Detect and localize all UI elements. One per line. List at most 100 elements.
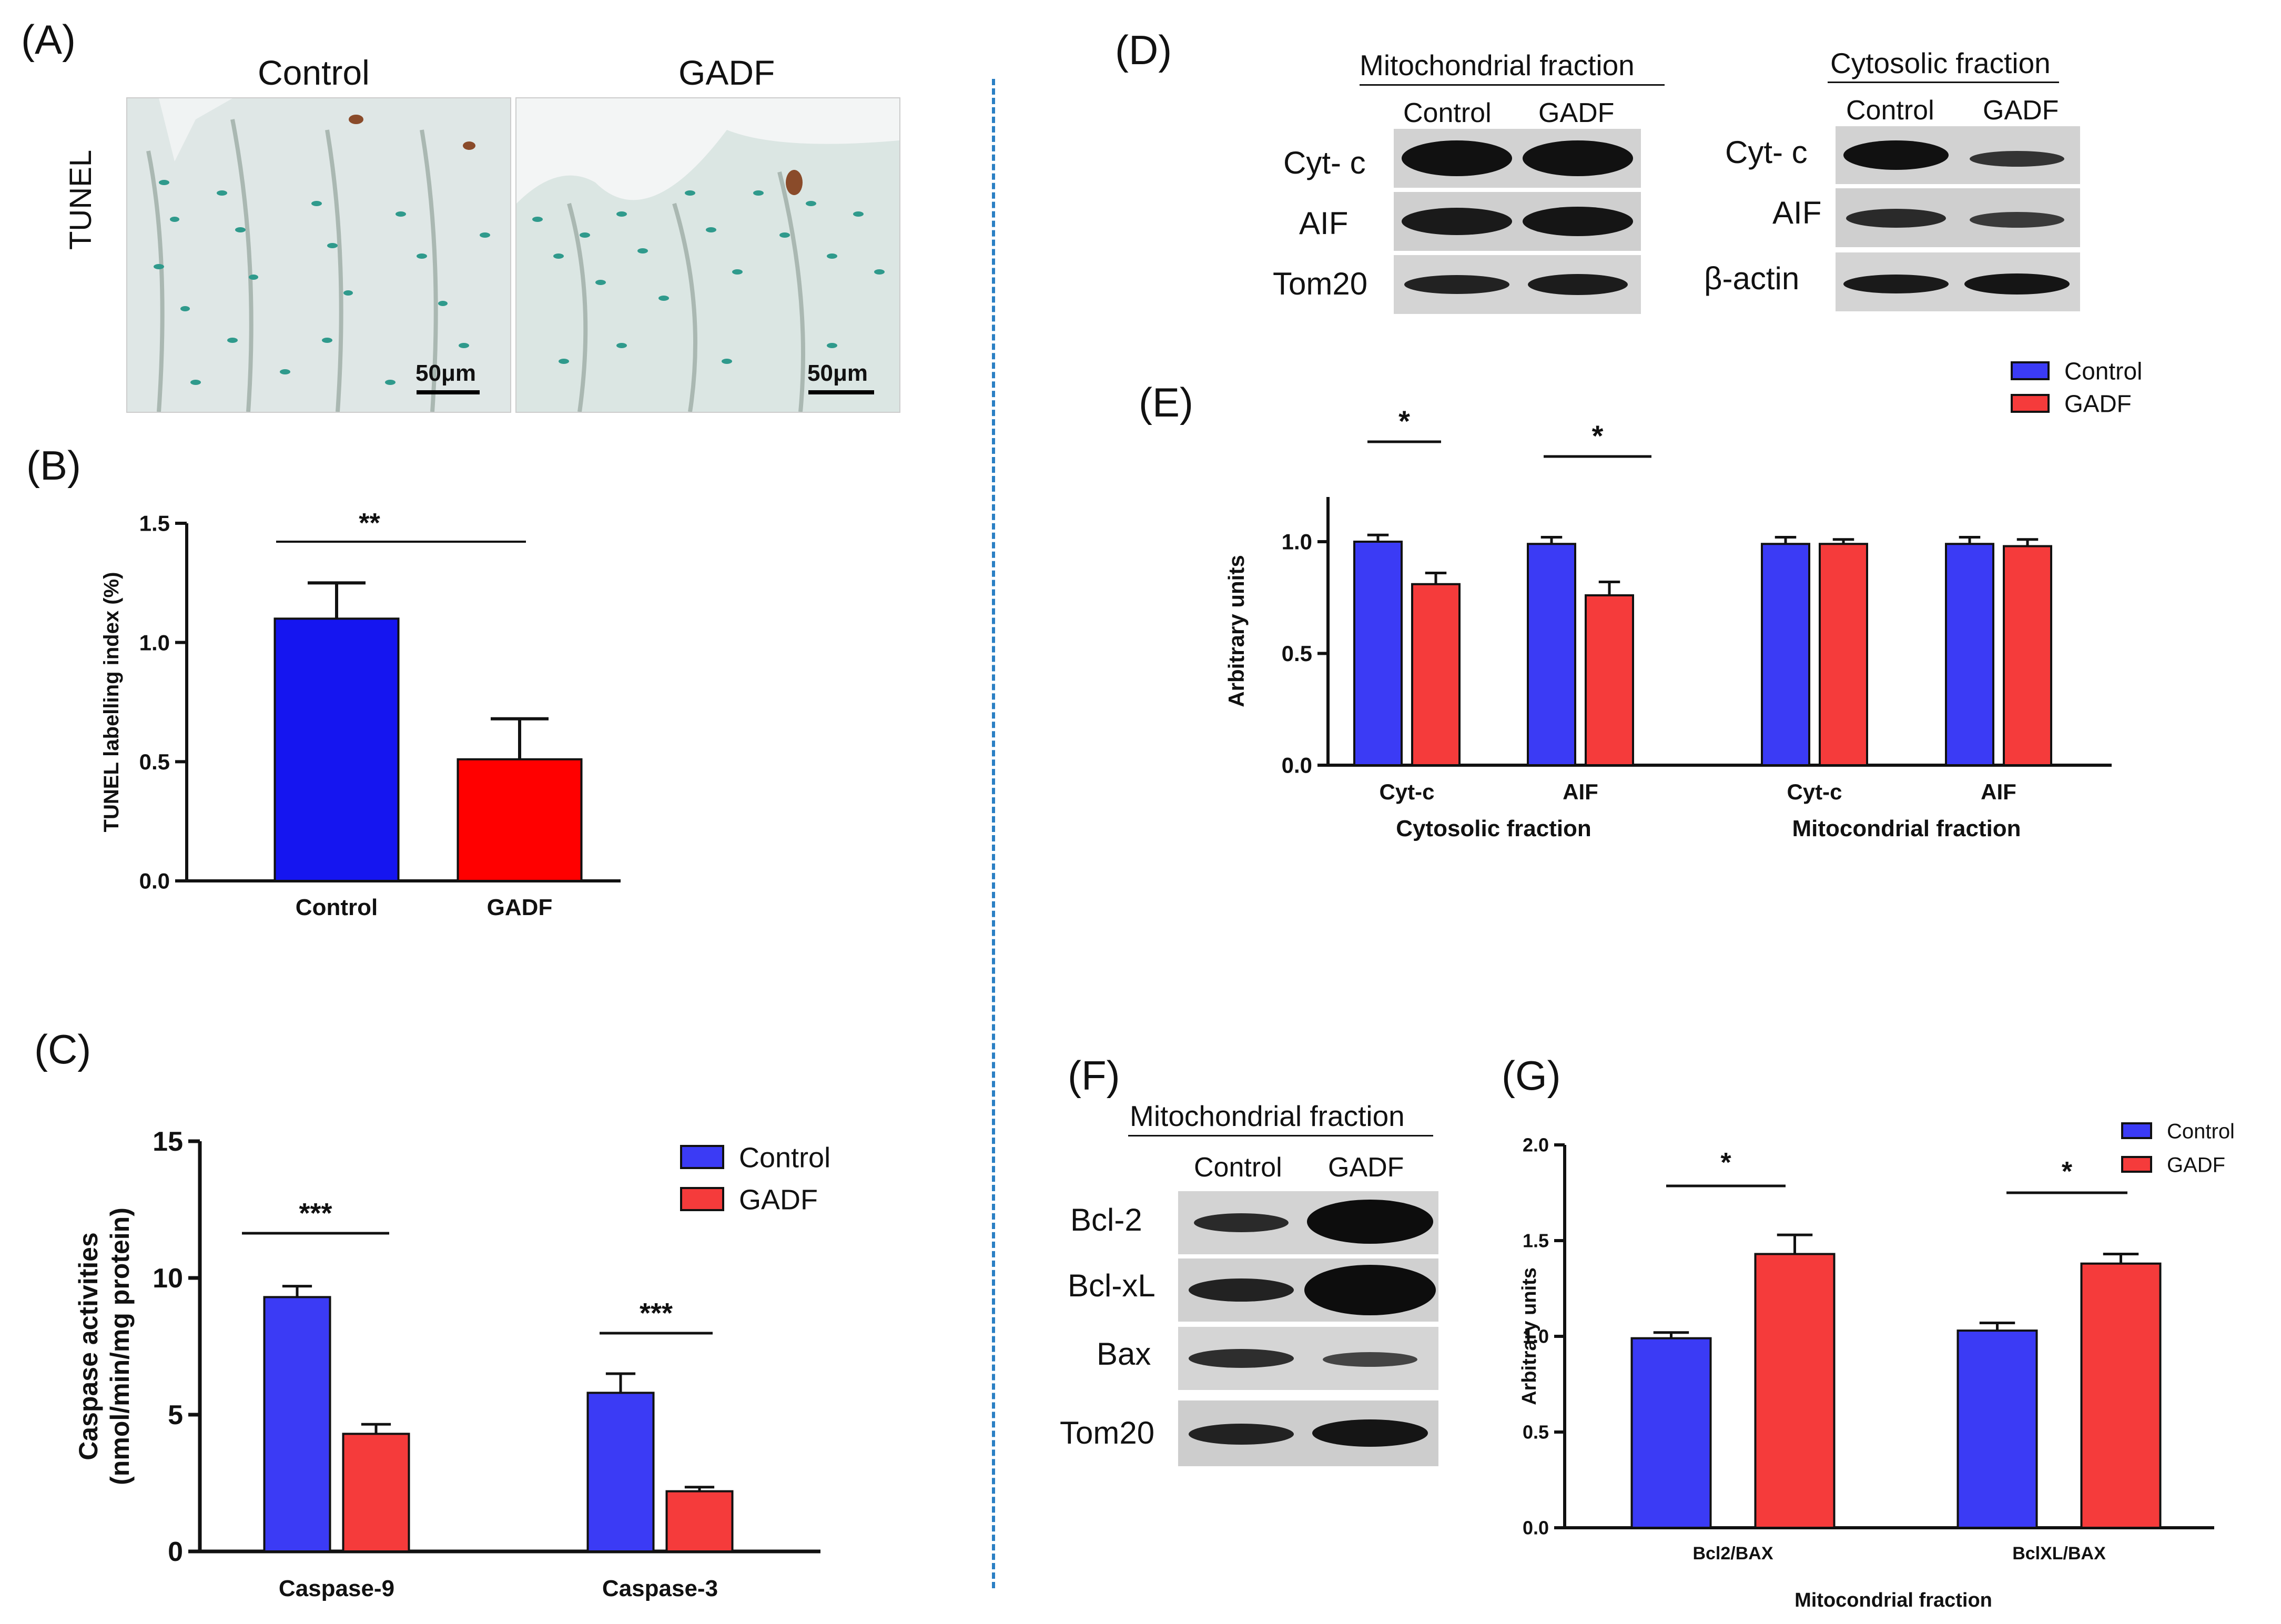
chart-c-y-tick-label: 10 bbox=[153, 1263, 183, 1294]
chart-e-x-tick-label: AIF bbox=[1563, 779, 1598, 804]
panel-d-cyto-row-bactin: β-actin bbox=[1704, 261, 1800, 296]
chart-e-x-tick-label: Cyt-c bbox=[1787, 779, 1842, 804]
chart-b-x-tick-label: GADF bbox=[487, 895, 553, 920]
band-f-tom20-control bbox=[1189, 1424, 1294, 1445]
band-f-bclxl-control bbox=[1189, 1278, 1294, 1302]
blot-f bbox=[1178, 1191, 1438, 1466]
chart-g-y-tick-label: 1.0 bbox=[1523, 1326, 1549, 1347]
band-f-bclxl-gadf bbox=[1304, 1265, 1436, 1315]
chart-b-y-axis-label: TUNEL labelling index (%) bbox=[100, 572, 123, 833]
band-f-bax-control bbox=[1189, 1349, 1294, 1368]
panel-f-row-bcl2: Bcl-2 bbox=[1070, 1202, 1142, 1237]
micrograph-gadf-image bbox=[516, 98, 899, 412]
chart-c-bar-control bbox=[263, 1296, 331, 1552]
band-mito-cytc-gadf bbox=[1523, 140, 1633, 176]
panel-d-mito-row-cytc: Cyt- c bbox=[1283, 145, 1366, 180]
chart-e-bar-gadf bbox=[1585, 594, 1634, 766]
chart-e-significance-label: * bbox=[1592, 419, 1604, 452]
chart-b-significance-label: ** bbox=[359, 508, 380, 539]
chart-g-bar-gadf bbox=[2080, 1262, 2162, 1529]
panel-f-underline bbox=[1128, 1135, 1433, 1136]
band-mito-cytc-control bbox=[1402, 140, 1512, 176]
panel-d-mito-underline bbox=[1360, 84, 1665, 86]
chart-g-significance-label: * bbox=[1720, 1148, 1731, 1178]
chart-g-y-tick-label: 0.5 bbox=[1523, 1422, 1549, 1443]
chart-c-legend-swatch-control bbox=[680, 1145, 724, 1169]
chart-g-legend-label-control: Control bbox=[2167, 1120, 2235, 1143]
chart-g-x-tick-label: Bcl2/BAX bbox=[1692, 1544, 1773, 1564]
band-cyto-bactin-control bbox=[1843, 275, 1949, 293]
micrograph-control: 50μm bbox=[126, 97, 511, 413]
blot-d-cyto bbox=[1836, 126, 2080, 311]
chart-g-significance-label: * bbox=[2062, 1156, 2073, 1187]
chart-e-legend-swatch-gadf bbox=[2011, 394, 2050, 413]
panel-a-control-label: Control bbox=[258, 53, 370, 92]
chart-e-bar-control bbox=[1945, 543, 1994, 766]
scale-bar-right-label: 50μm bbox=[807, 360, 868, 386]
chart-e-group-label: Cytosolic fraction bbox=[1396, 816, 1591, 841]
panel-d-mito-row-aif: AIF bbox=[1299, 206, 1349, 241]
scale-bar-left bbox=[417, 390, 480, 394]
panel-f-row-bclxl: Bcl-xL bbox=[1068, 1268, 1155, 1303]
band-mito-tom20-gadf bbox=[1528, 274, 1628, 295]
chart-g-y-tick-label: 2.0 bbox=[1523, 1134, 1549, 1156]
panel-d-cyto-col-control: Control bbox=[1846, 95, 1934, 126]
chart-b-bar-control bbox=[273, 617, 400, 882]
chart-c-legend-label-control: Control bbox=[739, 1142, 830, 1173]
panel-f-header: Mitochondrial fraction bbox=[1130, 1100, 1405, 1132]
chart-b-y-tick-label: 0.0 bbox=[139, 869, 170, 894]
panel-label-a: (A) bbox=[21, 16, 76, 63]
band-cyto-aif-gadf bbox=[1970, 212, 2064, 228]
chart-c-legend-label-gadf: GADF bbox=[739, 1184, 818, 1215]
chart-g-y-axis-label: Arbitrary units bbox=[1518, 1267, 1540, 1405]
chart-e-bar-gadf bbox=[2003, 545, 2052, 766]
chart-e-bar-control bbox=[1353, 541, 1403, 766]
chart-e-y-tick-label: 1.0 bbox=[1282, 530, 1312, 554]
chart-c-x-tick-label: Caspase-3 bbox=[602, 1576, 718, 1601]
chart-e-legend-label-gadf: GADF bbox=[2064, 390, 2132, 418]
chart-c-significance-label: *** bbox=[640, 1297, 673, 1329]
panel-f-col-gadf: GADF bbox=[1328, 1152, 1404, 1183]
band-mito-tom20-control bbox=[1404, 275, 1509, 294]
panel-d-mito-row-tom20: Tom20 bbox=[1273, 266, 1368, 301]
chart-e-y-axis-label: Arbitrary units bbox=[1224, 555, 1249, 707]
chart-g-y-tick-label: 1.5 bbox=[1523, 1230, 1549, 1252]
chart-e-x-tick-label: AIF bbox=[1981, 779, 2016, 804]
chart-c-bar-control bbox=[586, 1392, 655, 1552]
chart-c-significance-label: *** bbox=[299, 1197, 332, 1229]
band-cyto-aif-control bbox=[1846, 209, 1946, 228]
panel-d-cyto-row-cytc: Cyt- c bbox=[1725, 135, 1808, 170]
chart-g-bar-control bbox=[1630, 1337, 1712, 1529]
panel-d-cyto-underline bbox=[1828, 82, 2059, 83]
blot-d-mito bbox=[1394, 129, 1641, 314]
chart-e-bar-control bbox=[1527, 543, 1576, 766]
chart-b-x-tick-label: Control bbox=[296, 895, 378, 920]
chart-c-y-tick-label: 0 bbox=[168, 1537, 183, 1567]
chart-g-legend-swatch-control bbox=[2121, 1122, 2152, 1139]
panel-label-c: (C) bbox=[34, 1026, 92, 1072]
micrograph-gadf: 50μm bbox=[515, 97, 900, 413]
chart-c-bar-gadf bbox=[342, 1433, 410, 1552]
band-mito-aif-control bbox=[1402, 208, 1512, 235]
chart-g-x-tick-label: BclXL/BAX bbox=[2012, 1544, 2106, 1564]
chart-g-bar-control bbox=[1956, 1329, 2038, 1529]
panel-label-e: (E) bbox=[1139, 379, 1193, 425]
chart-e-y-tick-label: 0.5 bbox=[1282, 641, 1312, 666]
chart-c-x-tick-label: Caspase-9 bbox=[279, 1576, 394, 1601]
band-f-bcl2-control bbox=[1194, 1213, 1289, 1232]
panel-f-col-control: Control bbox=[1194, 1152, 1282, 1183]
chart-e-legend-swatch-control bbox=[2011, 361, 2050, 380]
chart-e-legend-label-control: Control bbox=[2064, 358, 2142, 385]
chart-c-bar-gadf bbox=[665, 1490, 734, 1553]
panel-d-cyto-row-aif: AIF bbox=[1772, 195, 1822, 230]
micrograph-control-image bbox=[127, 98, 510, 412]
panel-label-g: (G) bbox=[1502, 1052, 1561, 1099]
chart-g-y-tick-label: 0.0 bbox=[1523, 1517, 1549, 1539]
band-cyto-bactin-gadf bbox=[1964, 273, 2070, 295]
chart-b-bar-gadf bbox=[457, 758, 583, 882]
panel-f-row-tom20: Tom20 bbox=[1060, 1415, 1155, 1450]
band-f-bax-gadf bbox=[1323, 1352, 1417, 1367]
chart-e-bar-control bbox=[1761, 543, 1810, 766]
chart-b-y-tick-label: 0.5 bbox=[139, 749, 170, 774]
